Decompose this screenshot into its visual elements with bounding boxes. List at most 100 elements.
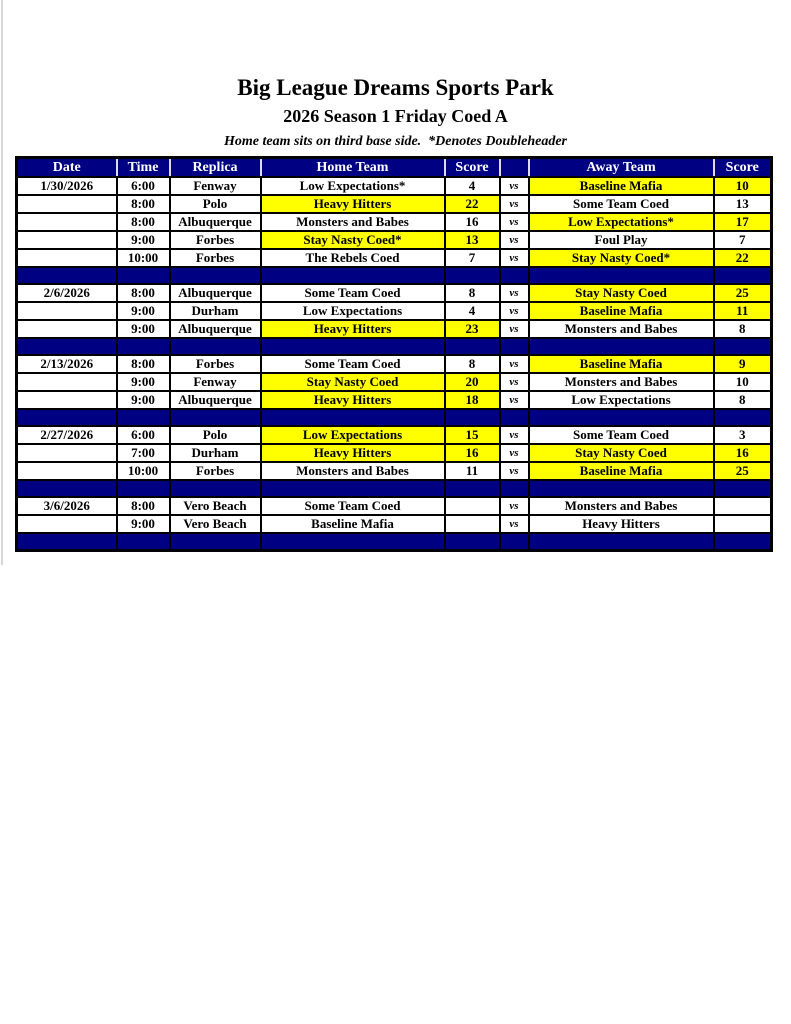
game-row: 7:00 Durham Heavy Hitters 16 vs Stay Nasty Co… xyxy=(15,442,773,463)
separator-cell xyxy=(168,407,262,427)
cell-home-team: Stay Nasty Coed* xyxy=(259,229,446,250)
separator-cell xyxy=(115,336,171,356)
cell-time: 9:00 xyxy=(115,371,171,392)
cell-home-team: Stay Nasty Coed xyxy=(259,371,446,392)
schedule-page: Big League Dreams Sports Park 2026 Seaso… xyxy=(15,75,773,552)
cell-home-score: 11 xyxy=(443,460,501,481)
game-row: 9:00 Durham Low Expectations 4 vs Baseline Ma… xyxy=(15,300,773,321)
separator-cell xyxy=(527,478,715,498)
cell-home-team: Low Expectations* xyxy=(259,175,446,196)
separator-cell xyxy=(712,478,773,498)
separator-cell xyxy=(15,407,118,427)
col-header-vs xyxy=(498,156,530,178)
scan-edge-artifact xyxy=(1,0,3,565)
cell-home-score: 13 xyxy=(443,229,501,250)
cell-away-team: Low Expectations* xyxy=(527,211,715,232)
cell-replica: Forbes xyxy=(168,460,262,481)
cell-home-score: 8 xyxy=(443,282,501,303)
col-header-home-team: Home Team xyxy=(259,156,446,178)
separator-row xyxy=(15,336,773,356)
separator-cell xyxy=(498,407,530,427)
page-title: Big League Dreams Sports Park xyxy=(237,75,554,100)
cell-home-team: Heavy Hitters xyxy=(259,389,446,410)
cell-date xyxy=(15,460,118,481)
game-row: 2/6/2026 8:00 Albuquerque Some Team Coed 8 vs… xyxy=(15,282,773,303)
cell-time: 10:00 xyxy=(115,247,171,268)
cell-home-team: The Rebels Coed xyxy=(259,247,446,268)
separator-cell xyxy=(115,478,171,498)
cell-replica: Vero Beach xyxy=(168,513,262,534)
cell-home-score: 7 xyxy=(443,247,501,268)
separator-cell xyxy=(527,336,715,356)
vs-label: vs xyxy=(498,211,530,232)
cell-away-team: Monsters and Babes xyxy=(527,495,715,516)
vs-label: vs xyxy=(498,353,530,374)
separator-cell xyxy=(259,407,446,427)
cell-away-team: Monsters and Babes xyxy=(527,318,715,339)
col-header-replica: Replica xyxy=(168,156,262,178)
cell-home-team: Some Team Coed xyxy=(259,282,446,303)
game-row: 9:00 Albuquerque Heavy Hitters 18 vs Low Expe… xyxy=(15,389,773,410)
cell-date xyxy=(15,318,118,339)
separator-cell xyxy=(527,531,715,552)
cell-away-team: Baseline Mafia xyxy=(527,353,715,374)
separator-cell xyxy=(712,336,773,356)
separator-cell xyxy=(259,265,446,285)
cell-home-score: 22 xyxy=(443,193,501,214)
separator-cell xyxy=(498,478,530,498)
cell-home-team: Some Team Coed xyxy=(259,495,446,516)
cell-home-team: Monsters and Babes xyxy=(259,211,446,232)
separator-cell xyxy=(527,407,715,427)
game-row: 9:00 Albuquerque Heavy Hitters 23 vs Monsters… xyxy=(15,318,773,339)
separator-row xyxy=(15,478,773,498)
header-row: Date Time Replica Home Team Score Away T… xyxy=(15,156,773,178)
cell-home-score: 18 xyxy=(443,389,501,410)
cell-home-team: Low Expectations xyxy=(259,300,446,321)
vs-label: vs xyxy=(498,300,530,321)
cell-home-team: Heavy Hitters xyxy=(259,318,446,339)
cell-replica: Forbes xyxy=(168,247,262,268)
cell-replica: Fenway xyxy=(168,371,262,392)
vs-label: vs xyxy=(498,442,530,463)
cell-date xyxy=(15,389,118,410)
cell-home-score: 15 xyxy=(443,424,501,445)
cell-replica: Polo xyxy=(168,193,262,214)
cell-away-team: Baseline Mafia xyxy=(527,460,715,481)
separator-cell xyxy=(168,336,262,356)
separator-cell xyxy=(443,407,501,427)
cell-replica: Albuquerque xyxy=(168,211,262,232)
cell-away-team: Stay Nasty Coed xyxy=(527,282,715,303)
cell-home-team: Some Team Coed xyxy=(259,353,446,374)
separator-row xyxy=(15,407,773,427)
cell-date: 2/6/2026 xyxy=(15,282,118,303)
cell-home-team: Baseline Mafia xyxy=(259,513,446,534)
cell-home-score: 16 xyxy=(443,211,501,232)
cell-home-score: 4 xyxy=(443,175,501,196)
separator-cell xyxy=(168,478,262,498)
page-subtitle: 2026 Season 1 Friday Coed A xyxy=(283,106,508,127)
separator-cell xyxy=(498,265,530,285)
vs-label: vs xyxy=(498,193,530,214)
separator-cell xyxy=(712,265,773,285)
cell-home-score xyxy=(443,495,501,516)
cell-time: 8:00 xyxy=(115,211,171,232)
separator-cell xyxy=(498,531,530,552)
cell-away-score: 10 xyxy=(712,371,773,392)
cell-home-score: 16 xyxy=(443,442,501,463)
separator-cell xyxy=(443,336,501,356)
cell-home-score: 20 xyxy=(443,371,501,392)
cell-time: 7:00 xyxy=(115,442,171,463)
game-row: 8:00 Polo Heavy Hitters 22 vs Some Team Coed 1… xyxy=(15,193,773,214)
cell-away-score: 3 xyxy=(712,424,773,445)
cell-replica: Albuquerque xyxy=(168,389,262,410)
cell-away-team: Baseline Mafia xyxy=(527,175,715,196)
vs-label: vs xyxy=(498,247,530,268)
col-header-away-team: Away Team xyxy=(527,156,715,178)
cell-away-score: 22 xyxy=(712,247,773,268)
separator-cell xyxy=(115,407,171,427)
cell-replica: Albuquerque xyxy=(168,282,262,303)
separator-cell xyxy=(443,478,501,498)
cell-away-score: 9 xyxy=(712,353,773,374)
separator-row xyxy=(15,531,773,552)
cell-replica: Forbes xyxy=(168,229,262,250)
